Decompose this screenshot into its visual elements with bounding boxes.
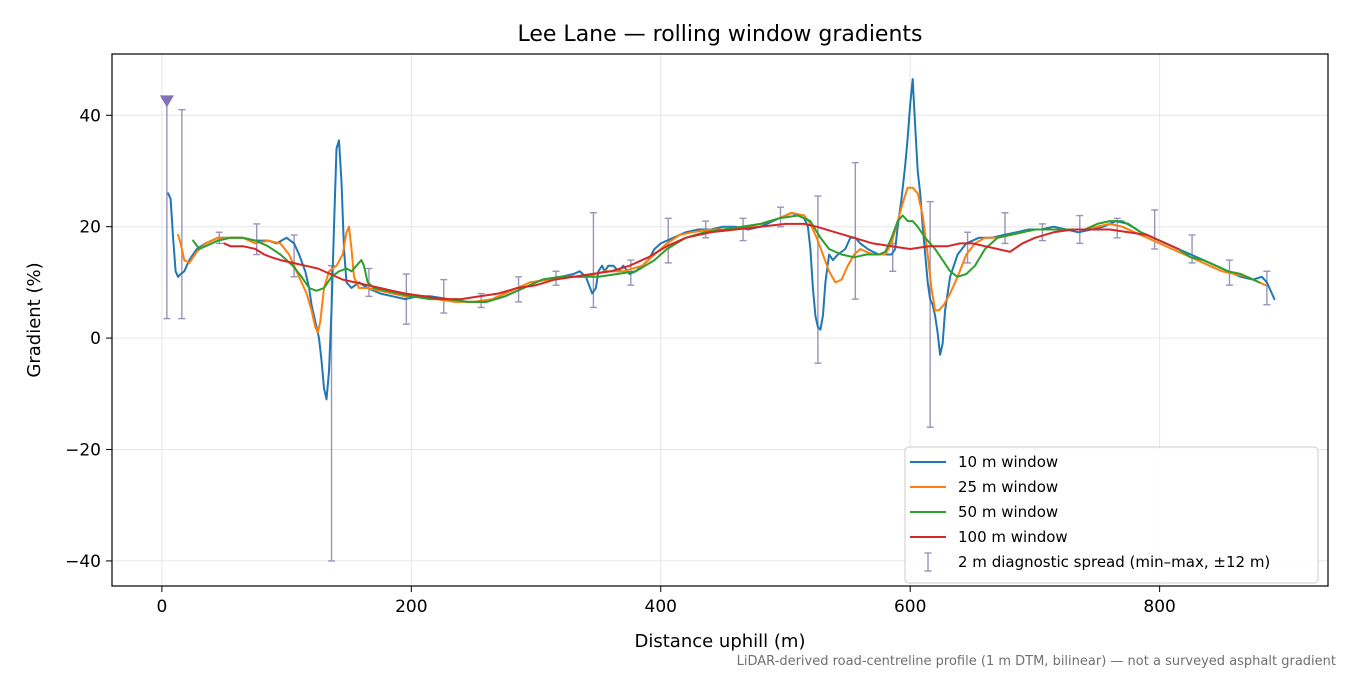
- error-bar: [1001, 212, 1009, 245]
- legend-box: [904, 446, 1319, 584]
- legend-label: 25 m window: [958, 478, 1058, 496]
- down-triangle-marker: [159, 95, 174, 108]
- series-line-1: [167, 78, 1276, 401]
- error-bar: [814, 195, 822, 364]
- tick-layer: 0 200 400 600 800 −40 −20 0 20 40: [65, 106, 1176, 617]
- error-bar: [851, 161, 859, 300]
- y-axis-label: Gradient (%): [24, 262, 45, 377]
- legend-entries: 10 m window 25 m window 50 m window 100 m w…: [910, 453, 1270, 572]
- legend-entry: 25 m window: [910, 478, 1058, 496]
- chart-title: Lee Lane — rolling window gradients: [518, 22, 923, 47]
- legend-entry: 50 m window: [910, 503, 1058, 521]
- legend-entry: 10 m window: [910, 453, 1058, 471]
- marker-layer: [159, 95, 174, 108]
- series-line-4: [223, 222, 1180, 301]
- error-bar: [1151, 209, 1159, 250]
- legend-label: 50 m window: [958, 503, 1058, 521]
- x-tick-label: 0: [156, 597, 167, 617]
- series-layer: [167, 78, 1276, 401]
- y-tick-label: −40: [65, 552, 101, 572]
- legend-label: 10 m window: [958, 453, 1058, 471]
- x-tick-label: 200: [395, 597, 427, 617]
- footnote: LiDAR-derived road-centreline profile (1…: [737, 654, 1336, 669]
- error-bar: [1038, 223, 1046, 242]
- error-bar: [440, 278, 448, 314]
- axes-frame: [111, 53, 1329, 587]
- legend-label: 100 m window: [958, 528, 1068, 546]
- error-bar: [964, 231, 972, 264]
- error-bar: [163, 97, 171, 320]
- error-bar: [290, 234, 298, 278]
- y-tick-label: 20: [79, 218, 101, 238]
- series-line-2: [177, 186, 1267, 334]
- legend-label: 2 m diagnostic spread (min–max, ±12 m): [958, 553, 1270, 571]
- error-bar: [926, 200, 934, 428]
- legend-entry: 100 m window: [910, 528, 1068, 546]
- x-tick-label: 600: [894, 597, 926, 617]
- y-tick-label: −20: [65, 441, 101, 461]
- x-axis-label: Distance uphill (m): [635, 631, 806, 652]
- x-tick-label: 800: [1143, 597, 1175, 617]
- error-bar: [178, 109, 186, 320]
- legend-entry: 2 m diagnostic spread (min–max, ±12 m): [924, 552, 1270, 572]
- y-tick-label: 0: [90, 329, 101, 349]
- error-bar: [1263, 270, 1271, 306]
- x-tick-label: 400: [645, 597, 677, 617]
- y-tick-label: 40: [79, 106, 101, 126]
- legend: 10 m window 25 m window 50 m window 100 m w…: [904, 446, 1319, 584]
